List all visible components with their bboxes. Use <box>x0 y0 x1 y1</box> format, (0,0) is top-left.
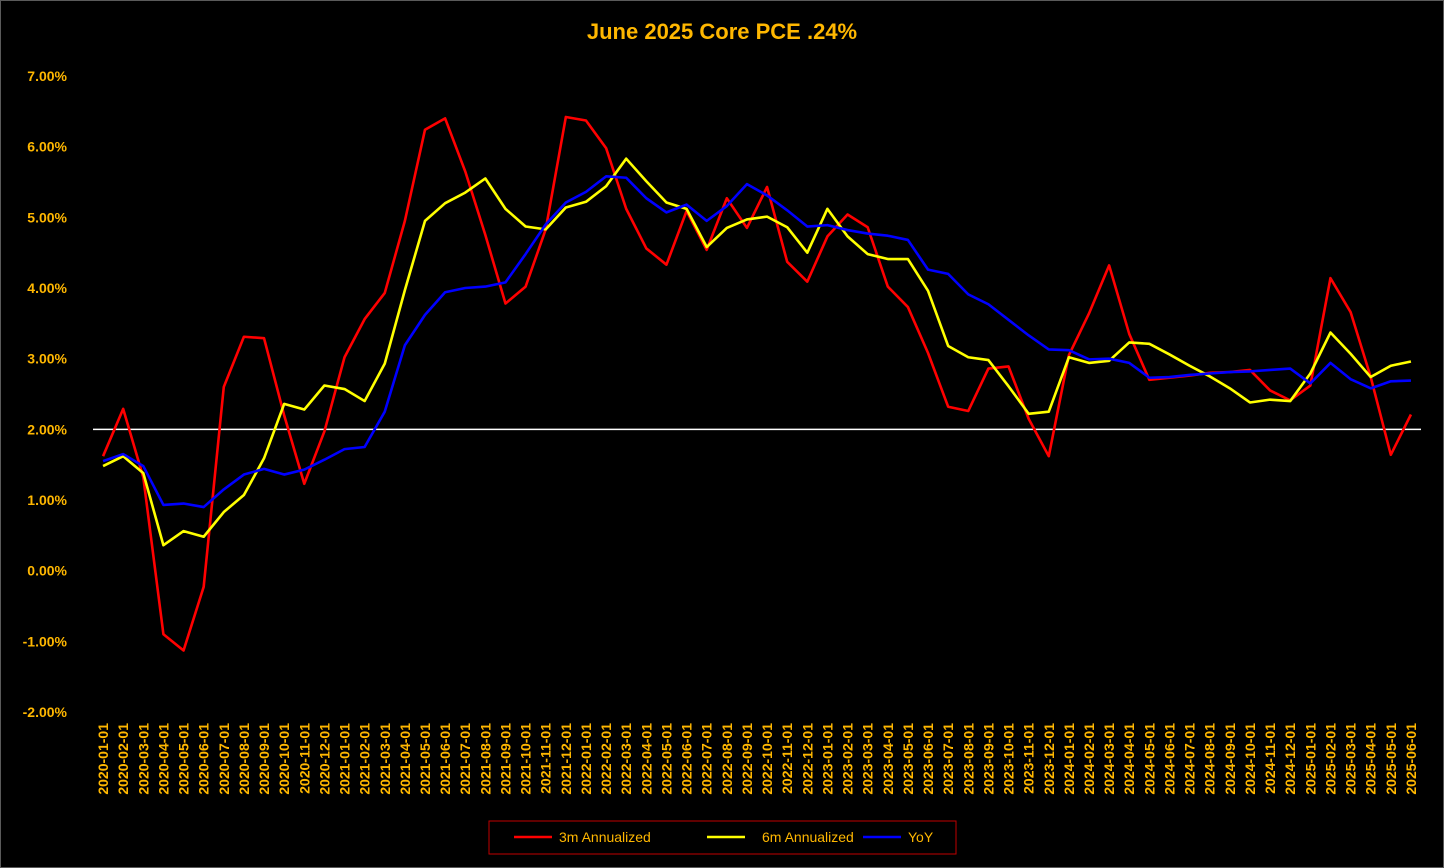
x-tick-label: 2021-07-01 <box>457 723 473 795</box>
x-tick-label: 2022-09-01 <box>739 723 755 795</box>
legend-label-6m-annualized: 6m Annualized <box>762 829 854 845</box>
x-tick-label: 2020-05-01 <box>176 723 192 795</box>
y-tick-label: 0.00% <box>27 563 67 579</box>
x-tick-label: 2021-03-01 <box>377 723 393 795</box>
y-tick-label: 7.00% <box>27 68 67 84</box>
x-tick-label: 2021-01-01 <box>337 723 353 795</box>
x-tick-label: 2023-03-01 <box>860 723 876 795</box>
x-tick-label: 2023-10-01 <box>1001 723 1017 795</box>
x-tick-label: 2024-01-01 <box>1061 723 1077 795</box>
x-tick-label: 2020-10-01 <box>276 723 292 795</box>
x-tick-label: 2022-05-01 <box>658 723 674 795</box>
y-tick-label: -1.00% <box>23 633 68 649</box>
x-tick-label: 2020-03-01 <box>135 723 151 795</box>
x-tick-label: 2025-06-01 <box>1403 723 1419 795</box>
chart-title: June 2025 Core PCE .24% <box>586 19 858 44</box>
x-tick-label: 2024-08-01 <box>1202 723 1218 795</box>
x-tick-label: 2023-12-01 <box>1041 723 1057 795</box>
x-tick-label: 2021-11-01 <box>538 723 554 794</box>
x-tick-label: 2020-08-01 <box>236 723 252 795</box>
series-line-3m-annualized <box>101 115 1413 652</box>
x-tick-label: 2023-09-01 <box>980 723 996 795</box>
x-tick-label: 2023-07-01 <box>940 723 956 795</box>
x-tick-label: 2022-03-01 <box>618 723 634 795</box>
series-line-yoy <box>102 175 1411 509</box>
x-tick-label: 2022-04-01 <box>638 723 654 795</box>
y-tick-label: 3.00% <box>27 351 67 367</box>
x-tick-label: 2023-02-01 <box>840 723 856 795</box>
x-tick-label: 2022-12-01 <box>799 723 815 795</box>
legend-label-yoy: YoY <box>908 829 934 845</box>
x-tick-label: 2020-04-01 <box>155 723 171 795</box>
x-tick-label: 2022-11-01 <box>779 723 795 794</box>
x-tick-label: 2023-01-01 <box>819 723 835 795</box>
y-tick-label: 5.00% <box>27 209 67 225</box>
y-tick-label: 1.00% <box>27 492 67 508</box>
x-tick-label: 2024-09-01 <box>1222 723 1238 795</box>
x-tick-label: 2024-04-01 <box>1121 723 1137 795</box>
x-tick-label: 2024-02-01 <box>1081 723 1097 795</box>
x-tick-label: 2023-06-01 <box>920 723 936 795</box>
x-tick-label: 2024-06-01 <box>1161 723 1177 795</box>
x-tick-label: 2024-07-01 <box>1182 723 1198 795</box>
x-tick-label: 2022-10-01 <box>759 723 775 795</box>
x-tick-label: 2020-02-01 <box>115 723 131 795</box>
x-tick-label: 2025-04-01 <box>1363 723 1379 795</box>
x-tick-label: 2021-06-01 <box>437 723 453 795</box>
x-tick-label: 2021-04-01 <box>397 723 413 795</box>
legend-box <box>488 820 957 855</box>
x-tick-label: 2023-05-01 <box>900 723 916 795</box>
x-tick-label: 2022-01-01 <box>578 723 594 795</box>
x-tick-label: 2025-01-01 <box>1302 723 1318 795</box>
x-tick-label: 2022-08-01 <box>719 723 735 795</box>
y-tick-label: 4.00% <box>27 280 67 296</box>
x-tick-label: 2025-03-01 <box>1343 723 1359 795</box>
x-tick-label: 2023-04-01 <box>880 723 896 795</box>
x-tick-label: 2025-02-01 <box>1322 723 1338 795</box>
x-tick-label: 2020-07-01 <box>216 723 232 795</box>
y-tick-label: 2.00% <box>27 421 67 437</box>
x-tick-label: 2023-08-01 <box>960 723 976 795</box>
x-tick-label: 2024-10-01 <box>1242 723 1258 795</box>
x-tick-label: 2022-06-01 <box>679 723 695 795</box>
x-tick-label: 2021-02-01 <box>357 723 373 795</box>
x-tick-label: 2024-05-01 <box>1141 723 1157 795</box>
x-tick-label: 2021-08-01 <box>477 723 493 795</box>
legend: 3m Annualized 6m Annualized YoY <box>488 820 957 855</box>
x-tick-label: 2021-12-01 <box>558 723 574 795</box>
x-tick-label: 2020-06-01 <box>196 723 212 795</box>
y-tick-label: -2.00% <box>23 704 68 720</box>
x-tick-label: 2024-11-01 <box>1262 723 1278 794</box>
x-tick-label: 2020-12-01 <box>316 723 332 795</box>
series-line-6m-annualized <box>102 157 1412 547</box>
legend-label-3m-annualized: 3m Annualized <box>559 829 651 845</box>
x-tick-label: 2021-10-01 <box>518 723 534 795</box>
x-tick-label: 2020-11-01 <box>296 723 312 794</box>
x-tick-label: 2020-01-01 <box>95 723 111 795</box>
x-tick-label: 2023-11-01 <box>1021 723 1037 794</box>
x-tick-label: 2020-09-01 <box>256 723 272 795</box>
x-tick-label: 2021-09-01 <box>497 723 513 795</box>
x-tick-label: 2022-02-01 <box>598 723 614 795</box>
y-tick-label: 6.00% <box>27 139 67 155</box>
x-tick-label: 2024-12-01 <box>1282 723 1298 795</box>
x-tick-label: 2024-03-01 <box>1101 723 1117 795</box>
x-tick-label: 2025-05-01 <box>1383 723 1399 795</box>
x-tick-label: 2021-05-01 <box>417 723 433 795</box>
x-tick-label: 2022-07-01 <box>699 723 715 795</box>
